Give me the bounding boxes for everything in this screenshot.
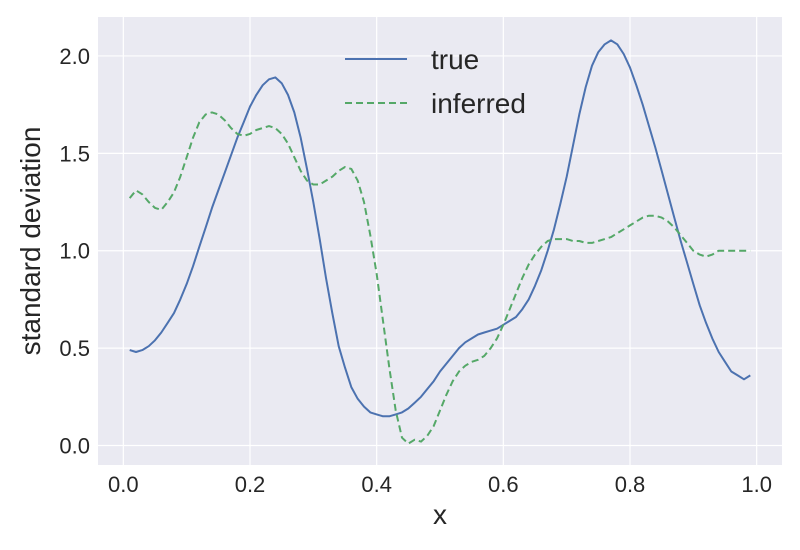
y-tick-label: 0.5	[59, 336, 90, 361]
y-axis: 0.0 0.5 1.0 1.5 2.0	[59, 44, 90, 459]
y-tick-label: 1.0	[59, 239, 90, 264]
x-tick-label: 0.2	[235, 472, 266, 497]
legend-label-inferred: inferred	[431, 88, 526, 119]
plot-area	[98, 17, 782, 465]
x-tick-label: 0.6	[488, 472, 519, 497]
series-line-inferred	[128, 111, 751, 445]
y-tick-label: 1.5	[59, 141, 90, 166]
series-line-true	[129, 39, 751, 418]
x-tick-label: 0.8	[615, 472, 646, 497]
x-axis: 0.0 0.2 0.4 0.6 0.8 1.0	[108, 472, 772, 497]
x-tick-label: 0.4	[361, 472, 392, 497]
legend: true inferred	[345, 44, 526, 119]
y-axis-label: standard deviation	[15, 127, 46, 356]
legend-label-true: true	[431, 44, 479, 75]
x-tick-label: 0.0	[108, 472, 139, 497]
y-tick-label: 2.0	[59, 44, 90, 69]
x-axis-label: x	[433, 499, 447, 530]
plot-background	[98, 17, 782, 465]
y-tick-label: 0.0	[59, 434, 90, 459]
x-tick-label: 1.0	[741, 472, 772, 497]
